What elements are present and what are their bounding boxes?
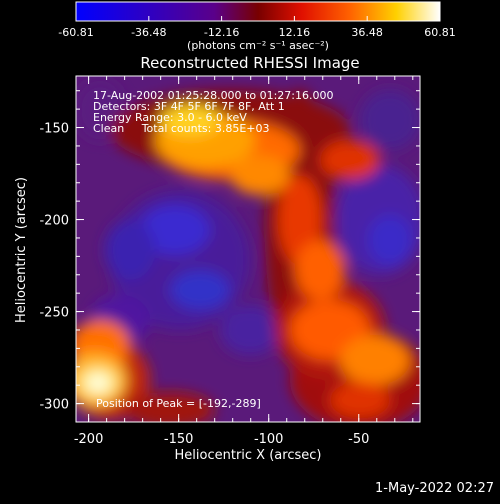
x-tick-label: -150	[164, 432, 194, 447]
chart-title: Reconstructed RHESSI Image	[140, 54, 359, 72]
y-tick-label: -300	[39, 398, 69, 413]
y-axis-label: Heliocentric Y (arcsec)	[14, 177, 29, 323]
x-axis-label: Heliocentric X (arcsec)	[175, 448, 322, 463]
annotation-energy: Energy Range: 3.0 - 6.0 keV	[93, 111, 247, 124]
colorbar-ticks: -60.81 -36.48 -12.16 12.16 36.48 60.81	[58, 16, 456, 39]
annotation-time: 17-Aug-2002 01:25:28.000 to 01:27:16.000	[93, 89, 334, 102]
colorbar-tick-label: 36.48	[351, 26, 383, 39]
heatmap-image	[76, 76, 420, 422]
colorbar	[75, 1, 441, 22]
colorbar-unit-label: (photons cm⁻² s⁻¹ asec⁻²)	[187, 39, 329, 52]
footer-date: 1-May-2022 02:27	[375, 481, 494, 496]
peak-position-label: Position of Peak = [-192,-289]	[96, 397, 261, 410]
annotation-block: 17-Aug-2002 01:25:28.000 to 01:27:16.000…	[93, 89, 334, 135]
plot-frame	[75, 75, 421, 423]
x-tick-label: -100	[254, 432, 284, 447]
colorbar-tick-label: -36.48	[131, 26, 166, 39]
annotation-counts: Clean Total counts: 3.85E+03	[93, 122, 270, 135]
annotation-detectors: Detectors: 3F 4F 5F 6F 7F 8F, Att 1	[93, 100, 285, 113]
colorbar-tick-label: 12.16	[279, 26, 311, 39]
x-tick-label: -200	[74, 432, 104, 447]
y-tick-label: -200	[39, 214, 69, 229]
x-tick-label: -50	[348, 432, 369, 447]
y-tick-label: -150	[39, 122, 69, 137]
colorbar-tick-label: 60.81	[424, 26, 456, 39]
y-axis: -150 -200 -250 -300	[39, 90, 420, 413]
colorbar-tick-label: -12.16	[204, 26, 239, 39]
colorbar-tick-label: -60.81	[58, 26, 93, 39]
x-axis: -200 -150 -100 -50	[74, 76, 414, 447]
y-tick-label: -250	[39, 306, 69, 321]
